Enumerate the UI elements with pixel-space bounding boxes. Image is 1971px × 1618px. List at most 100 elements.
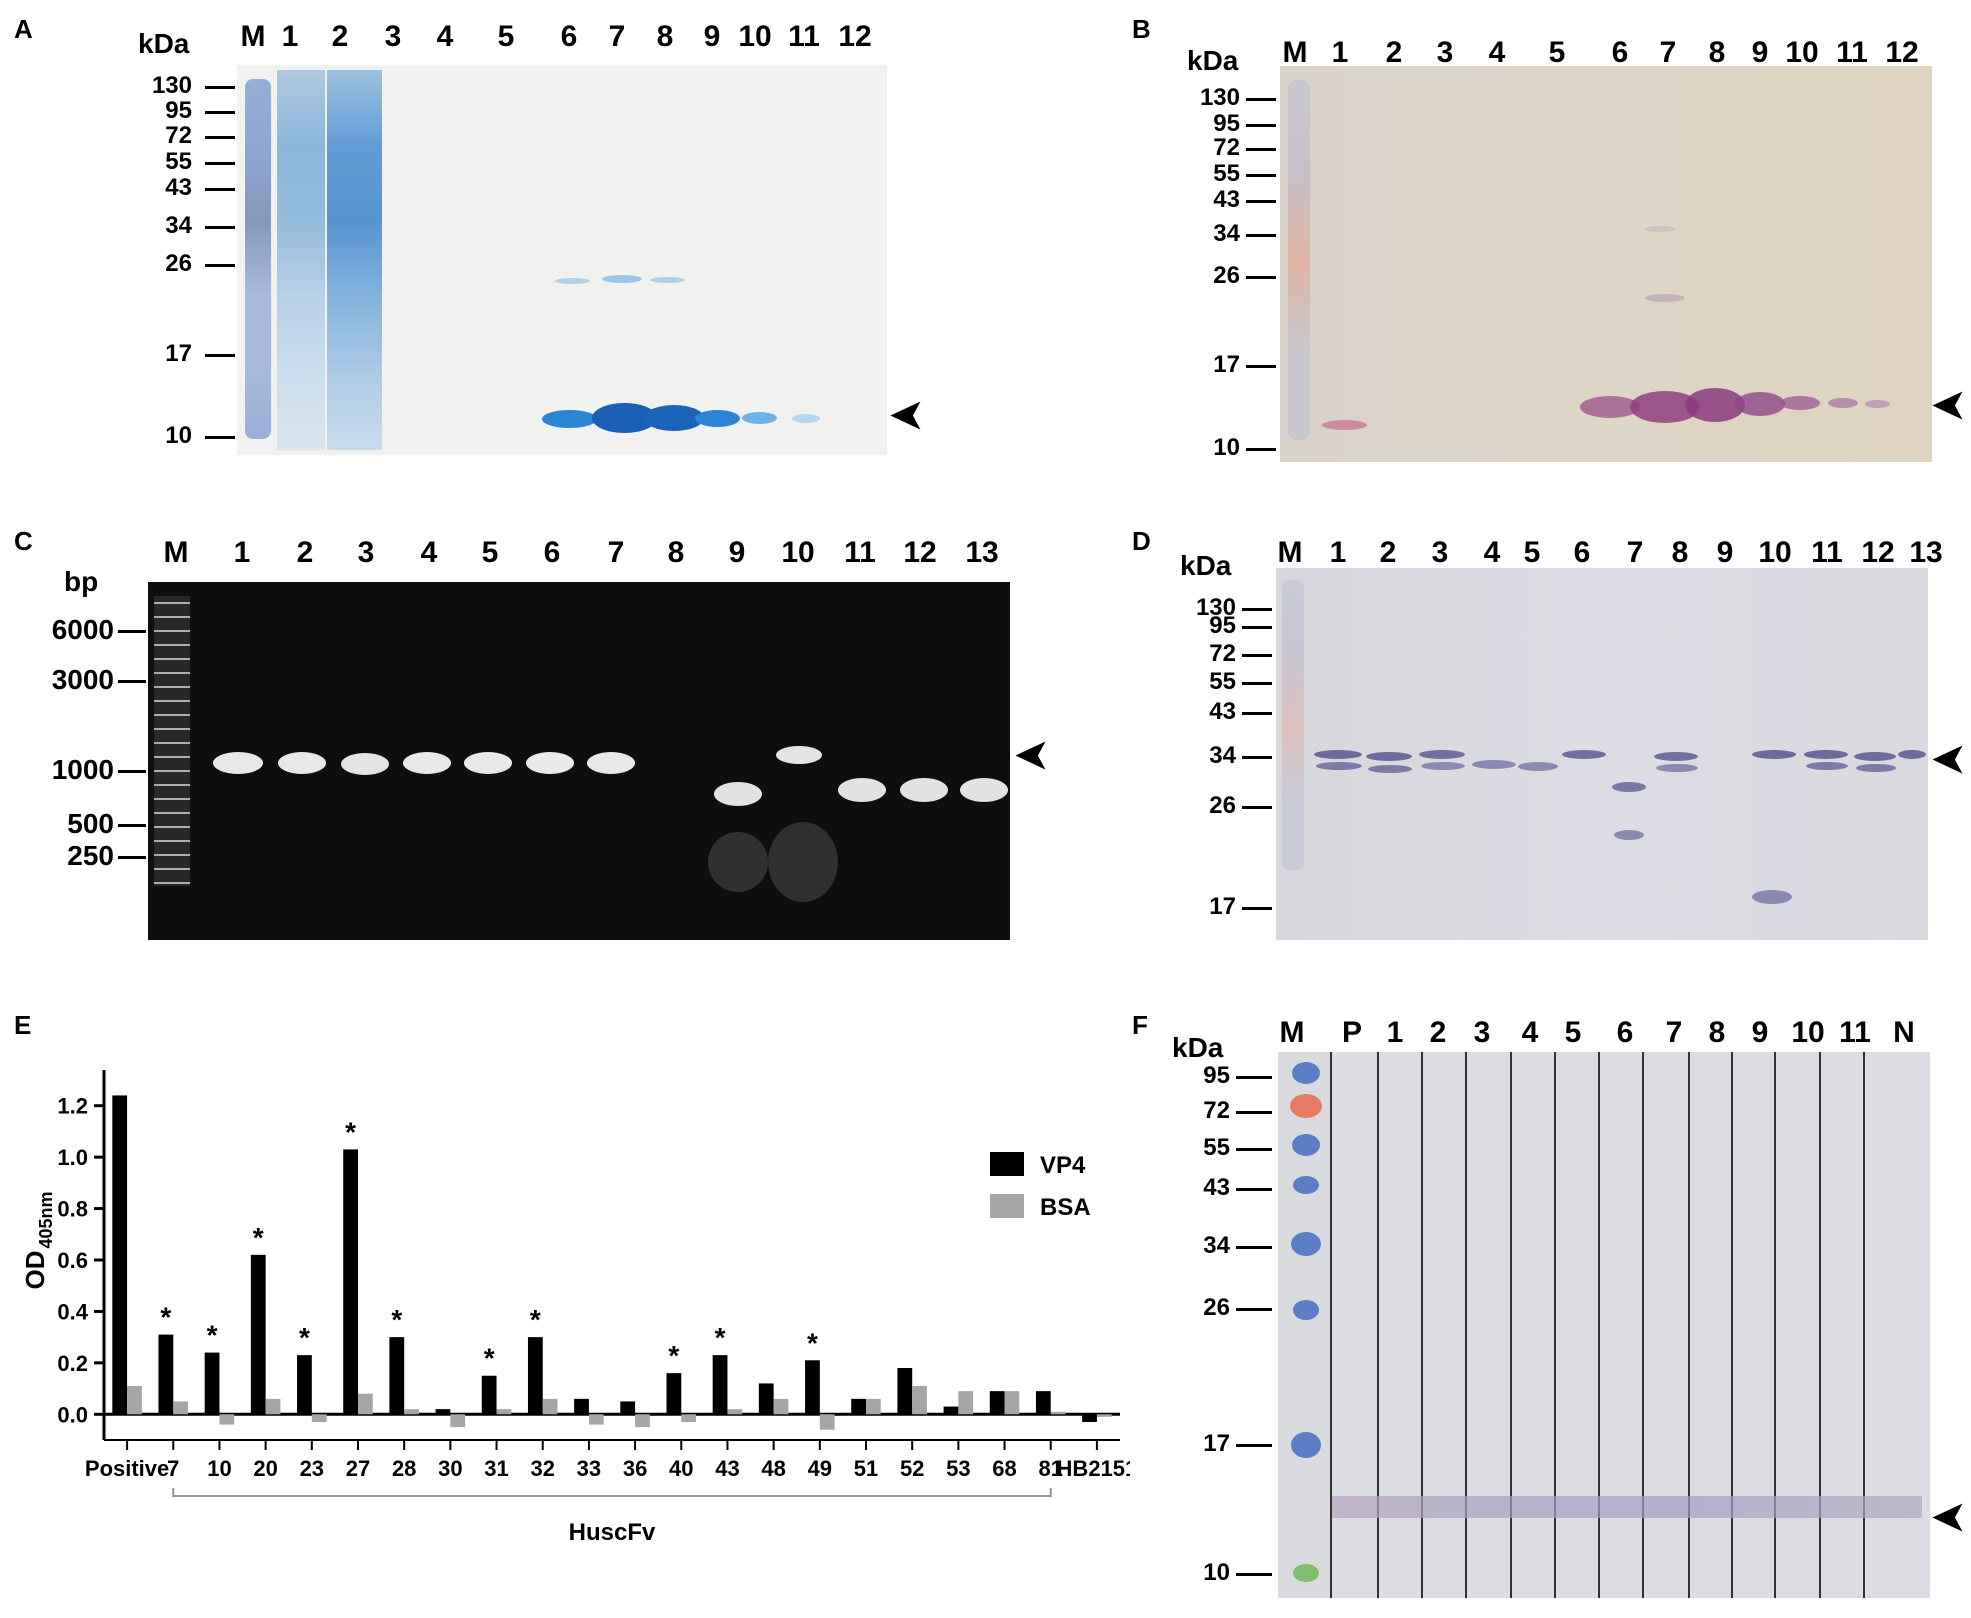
significance-mark: * [530, 1304, 541, 1335]
panel-f-letter: F [1132, 1010, 1148, 1040]
lane-label: 5 [1548, 36, 1566, 69]
marker-label: 72 [165, 122, 192, 149]
bar-vp4 [574, 1398, 589, 1415]
bar-bsa [773, 1398, 789, 1415]
marker-label: 17 [165, 340, 192, 367]
significance-mark: * [253, 1222, 264, 1253]
lane-label: 11 [788, 20, 820, 53]
bar-vp4 [1082, 1414, 1097, 1422]
marker-label: 55 [1213, 160, 1240, 187]
significance-mark: * [160, 1302, 171, 1333]
lane-label: 2 [296, 536, 314, 569]
lane-label: 3 [1436, 36, 1454, 69]
marker-label: 130 [1195, 594, 1236, 621]
lane-label: 1 [1386, 1016, 1404, 1049]
panel-c-letter: C [14, 526, 33, 556]
significance-mark: * [668, 1340, 679, 1371]
bar-bsa [1050, 1411, 1066, 1415]
x-tick-label: 28 [392, 1456, 416, 1481]
lane-label: 7 [607, 536, 625, 569]
bar-bsa [588, 1414, 604, 1425]
x-tick-label: 36 [623, 1456, 647, 1481]
bar-bsa [727, 1409, 743, 1415]
marker-label: 43 [1209, 698, 1236, 725]
lane-label: 11 [1811, 536, 1843, 569]
lane-label: 4 [420, 536, 438, 569]
bar-bsa [404, 1409, 419, 1415]
marker-label: 95 [1203, 1062, 1230, 1089]
lane-label: M [163, 536, 189, 569]
marker-label: 43 [1213, 186, 1240, 213]
lane-label: 9 [703, 20, 721, 53]
lane-label: 6 [1616, 1016, 1634, 1049]
lane-label: 6 [543, 536, 561, 569]
marker-label: 43 [165, 174, 192, 201]
marker-label: 95 [165, 97, 192, 124]
lane-label: 10 [1785, 36, 1819, 69]
lane-label: 7 [1659, 36, 1677, 69]
lane-label: 10 [781, 536, 815, 569]
lane-label: 4 [1488, 36, 1506, 69]
panel-f-gel [1278, 1052, 1930, 1598]
lane-label: 12 [1885, 36, 1919, 69]
lane-label: M [240, 20, 266, 53]
significance-mark: * [207, 1320, 218, 1351]
lane-label: 12 [903, 536, 937, 569]
bar-bsa [1004, 1391, 1020, 1415]
lane-label: 7 [1626, 536, 1644, 569]
lane-label: 12 [1861, 536, 1895, 569]
bar-bsa [358, 1393, 373, 1415]
marker-label: 1000 [51, 754, 114, 785]
lane-label: 2 [331, 20, 349, 53]
x-tick-label: 43 [715, 1456, 739, 1481]
lane-label: 2 [1429, 1016, 1447, 1049]
legend-label: VP4 [1040, 1152, 1086, 1179]
marker-label: 26 [1209, 792, 1236, 819]
panel-a-gel [237, 65, 887, 455]
lane-label: 4 [1521, 1016, 1539, 1049]
band-arrow-icon: ➤ [1932, 1496, 1966, 1540]
bar-vp4 [343, 1149, 358, 1415]
lane-label: P [1341, 1016, 1362, 1049]
lane-label: 11 [1839, 1016, 1871, 1049]
bar-vp4 [297, 1355, 312, 1415]
bar-bsa [127, 1386, 142, 1415]
lane-label: M [1277, 536, 1303, 569]
x-tick-label: 40 [669, 1456, 693, 1481]
x-tick-label: 48 [761, 1456, 785, 1481]
bar-vp4 [620, 1401, 636, 1415]
x-tick-label: 32 [530, 1456, 554, 1481]
marker-label: 72 [1213, 134, 1240, 161]
marker-label: 55 [165, 148, 192, 175]
lane-label: 1 [1331, 36, 1349, 69]
lane-label: 3 [1431, 536, 1449, 569]
lane-label: 3 [384, 20, 402, 53]
y-tick-label: 0.0 [57, 1402, 88, 1427]
band-arrow-icon: ➤ [1932, 738, 1966, 782]
bar-bsa [635, 1414, 650, 1428]
y-tick-label: 0.8 [57, 1197, 88, 1222]
marker-label: 26 [165, 250, 192, 277]
marker-label: 72 [1209, 640, 1236, 667]
marker-label: 17 [1209, 893, 1236, 920]
lane-label: 1 [281, 20, 299, 53]
significance-mark: * [715, 1322, 726, 1353]
group-bracket [172, 1488, 1052, 1497]
lane-label: 8 [1708, 1016, 1726, 1049]
lane-label: 8 [656, 20, 674, 53]
bar-vp4 [1035, 1391, 1051, 1415]
bar-vp4 [943, 1406, 959, 1415]
significance-mark: * [807, 1327, 818, 1358]
bar-vp4 [204, 1352, 220, 1415]
bar-vp4 [435, 1409, 451, 1415]
bar-bsa [542, 1398, 558, 1415]
marker-label: 55 [1209, 668, 1236, 695]
x-tick-label: HB2151 [1057, 1456, 1130, 1481]
bar-vp4 [851, 1398, 866, 1415]
marker-label: 34 [1209, 742, 1236, 769]
y-tick-label: 1.0 [57, 1145, 88, 1170]
lane-label: 10 [1758, 536, 1792, 569]
lane-label: 13 [965, 536, 999, 569]
panel-f-unit: kDa [1172, 1032, 1224, 1063]
